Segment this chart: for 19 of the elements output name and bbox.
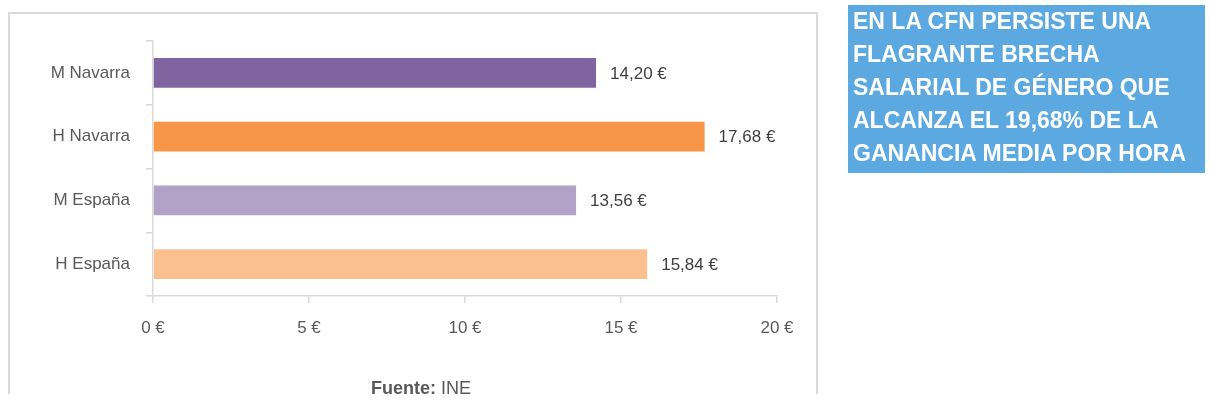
data-label: 13,56 € [590, 191, 648, 211]
callout-box: EN LA CFN PERSISTE UNA FLAGRANTE BRECHA SALARIAL DE GÉNERO QUE ALCANZA EL 19,68% DE LA GANANCIA MEDIA POR HORA [848, 5, 1205, 173]
y-tick-label: H España [55, 253, 131, 273]
bar [153, 121, 705, 152]
x-tick-label: 5 € [297, 317, 322, 337]
bar [153, 185, 577, 216]
data-label: 17,68 € [718, 127, 776, 147]
y-tick-label: H Navarra [52, 126, 131, 146]
data-label: 14,20 € [610, 63, 668, 83]
y-tick-label: M Navarra [50, 62, 131, 82]
bar [153, 57, 597, 88]
source-note: Fuente: INE [370, 377, 472, 399]
bar [153, 249, 648, 280]
x-tick-label: 0 € [141, 317, 166, 337]
y-tick-label: M España [53, 190, 131, 210]
x-tick-label: 15 € [604, 317, 639, 337]
x-tick-label: 20 € [760, 317, 795, 337]
data-label: 15,84 € [661, 254, 719, 274]
x-tick-label: 10 € [448, 317, 483, 337]
